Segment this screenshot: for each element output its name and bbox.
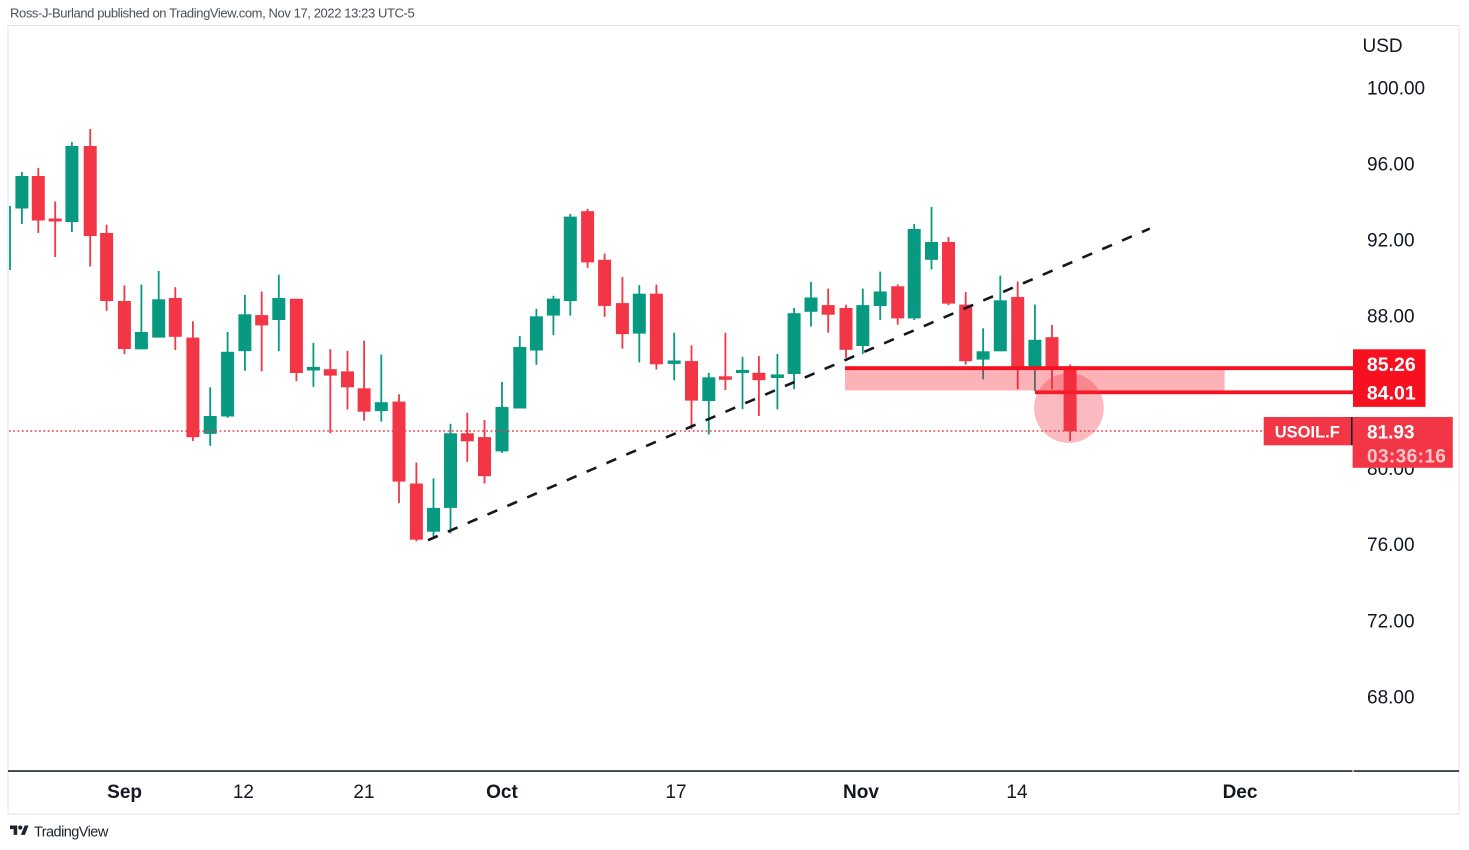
svg-text:USOIL.F: USOIL.F (1275, 423, 1340, 441)
svg-text:Sep: Sep (107, 782, 142, 803)
svg-text:14: 14 (1006, 782, 1028, 803)
svg-text:21: 21 (353, 782, 374, 803)
svg-text:85.26: 85.26 (1367, 354, 1416, 376)
svg-text:88.00: 88.00 (1367, 307, 1415, 328)
svg-text:03:36:16: 03:36:16 (1367, 446, 1446, 467)
svg-text:USD: USD (1363, 36, 1403, 57)
svg-text:100.00: 100.00 (1367, 79, 1425, 100)
svg-text:Oct: Oct (486, 782, 518, 803)
svg-text:96.00: 96.00 (1367, 154, 1415, 175)
svg-text:TradingView: TradingView (34, 825, 109, 841)
svg-text:72.00: 72.00 (1367, 611, 1415, 632)
svg-text:17: 17 (665, 782, 686, 803)
svg-text:12: 12 (233, 782, 254, 803)
svg-text:84.01: 84.01 (1367, 383, 1416, 405)
svg-text:76.00: 76.00 (1367, 535, 1415, 556)
svg-text:92.00: 92.00 (1367, 231, 1415, 252)
svg-text:81.93: 81.93 (1367, 422, 1415, 443)
svg-text:Dec: Dec (1223, 782, 1258, 803)
svg-text:Ross-J-Burland published on Tr: Ross-J-Burland published on TradingView.… (10, 6, 414, 21)
svg-text:68.00: 68.00 (1367, 687, 1415, 708)
svg-text:Nov: Nov (843, 782, 879, 803)
